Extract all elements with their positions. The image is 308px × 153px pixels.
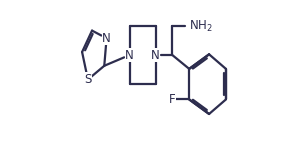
Text: S: S [84, 73, 91, 86]
Text: N: N [151, 49, 160, 62]
Text: NH$_2$: NH$_2$ [189, 19, 213, 34]
Text: F: F [169, 93, 176, 106]
Text: N: N [102, 32, 111, 45]
Text: N: N [125, 49, 134, 62]
